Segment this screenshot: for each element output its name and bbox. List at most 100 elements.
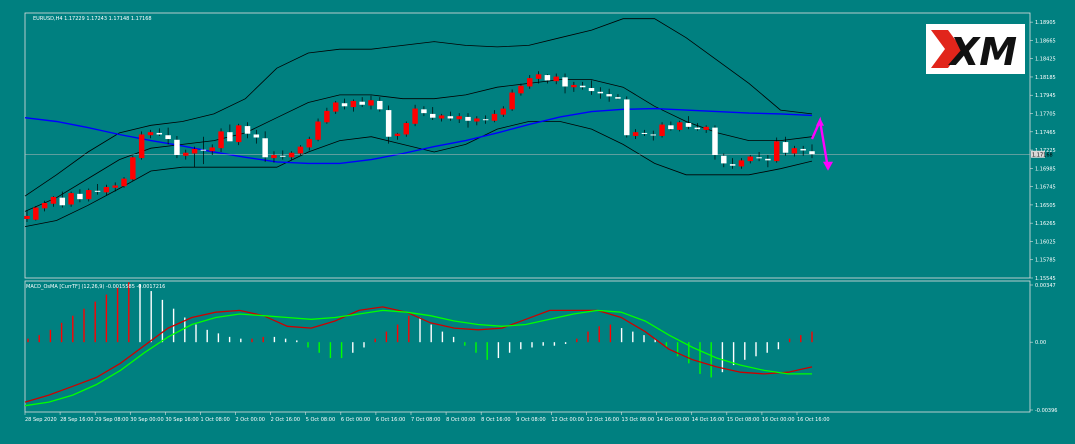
price-tick-label: 1.16025 bbox=[1035, 239, 1056, 245]
candle-body bbox=[41, 202, 48, 209]
candle-body bbox=[773, 141, 780, 162]
candle-body bbox=[606, 94, 612, 97]
macd-tick-label: 0.00347 bbox=[1035, 283, 1056, 289]
candle bbox=[33, 206, 39, 221]
candle bbox=[474, 116, 480, 126]
candle-body bbox=[527, 78, 533, 87]
candle-body bbox=[394, 133, 401, 136]
candle-body bbox=[535, 74, 542, 79]
candles bbox=[24, 71, 815, 223]
time-tick-label: 28 Sep 16:00 bbox=[60, 417, 93, 423]
candle-body bbox=[482, 119, 489, 121]
candle-body bbox=[721, 155, 727, 164]
candle bbox=[747, 155, 753, 164]
time-tick-label: 8 Oct 00:00 bbox=[446, 417, 475, 423]
candle bbox=[262, 131, 268, 162]
candle bbox=[138, 131, 145, 160]
candle-body bbox=[315, 121, 321, 140]
candle bbox=[103, 184, 110, 196]
candle bbox=[297, 145, 304, 156]
candle-body bbox=[324, 110, 330, 123]
candle-body bbox=[756, 157, 762, 159]
candle-body bbox=[438, 115, 445, 119]
candle bbox=[782, 136, 789, 156]
indicator-header: MACD_OsMA [CurrTF] (12,26,9) -0.0015585 … bbox=[26, 284, 165, 290]
price-tick-label: 1.16265 bbox=[1035, 221, 1056, 227]
candle bbox=[756, 151, 762, 162]
candle bbox=[438, 113, 445, 122]
candle-body bbox=[668, 125, 674, 130]
time-tick-label: 16 Oct 16:00 bbox=[797, 417, 830, 423]
candle-body bbox=[218, 131, 224, 149]
candle bbox=[509, 89, 515, 111]
candle bbox=[191, 146, 198, 168]
candle bbox=[738, 158, 745, 169]
time-tick-label: 14 Oct 16:00 bbox=[692, 417, 725, 423]
candle bbox=[271, 151, 277, 163]
candle-body bbox=[782, 142, 789, 153]
time-tick-label: 2 Oct 00:00 bbox=[236, 417, 265, 423]
candle bbox=[41, 200, 48, 212]
time-tick-label: 16 Oct 00:00 bbox=[762, 417, 795, 423]
candle bbox=[800, 145, 806, 156]
candle-body bbox=[615, 97, 621, 99]
candle-body bbox=[368, 100, 374, 106]
candle bbox=[394, 132, 401, 140]
candle bbox=[130, 155, 136, 181]
candle bbox=[571, 81, 577, 92]
candle bbox=[68, 191, 74, 207]
candle bbox=[685, 116, 692, 130]
candle-body bbox=[209, 147, 215, 152]
candle-body bbox=[280, 155, 286, 157]
symbol-header: EURUSD,H4 1.17229 1.17243 1.17148 1.1716… bbox=[33, 16, 152, 22]
candle bbox=[624, 96, 630, 138]
macd-series-green bbox=[24, 309, 812, 407]
candle-body bbox=[156, 132, 163, 135]
price-tick-label: 1.16505 bbox=[1035, 203, 1056, 209]
time-tick-label: 6 Oct 00:00 bbox=[341, 417, 370, 423]
candle-body bbox=[518, 85, 524, 94]
candle-body bbox=[138, 134, 145, 159]
time-tick-label: 12 Oct 00:00 bbox=[551, 417, 584, 423]
candle-body bbox=[659, 124, 665, 136]
chart-frames bbox=[24, 12, 1031, 413]
candle-body bbox=[562, 77, 568, 87]
candle bbox=[712, 125, 718, 160]
time-tick-label: 9 Oct 08:00 bbox=[516, 417, 545, 423]
candle-body bbox=[385, 110, 392, 137]
candle-body bbox=[588, 88, 595, 92]
candle-body bbox=[456, 116, 462, 120]
candle-body bbox=[809, 151, 815, 155]
candle-body bbox=[544, 75, 551, 81]
candle-body bbox=[412, 108, 418, 124]
time-tick-label: 30 Sep 16:00 bbox=[165, 417, 198, 423]
price-tick-label: 1.16745 bbox=[1035, 185, 1056, 191]
candle-body bbox=[271, 155, 277, 159]
price-tick-label: 1.17465 bbox=[1035, 130, 1056, 136]
current-price-tag bbox=[1031, 150, 1045, 158]
candle-body bbox=[465, 116, 471, 121]
bollinger-bands bbox=[24, 18, 813, 227]
candle bbox=[94, 183, 101, 195]
candle-body bbox=[147, 132, 154, 136]
time-tick-label: 14 Oct 00:00 bbox=[657, 417, 690, 423]
logo-red-chevron bbox=[931, 30, 962, 68]
time-tick-label: 5 Oct 08:00 bbox=[306, 417, 335, 423]
candle bbox=[641, 129, 648, 136]
candle bbox=[729, 158, 736, 169]
candle bbox=[482, 115, 489, 124]
candle-body bbox=[632, 132, 639, 136]
current-price-label: 1.17168 bbox=[1032, 152, 1053, 158]
candle bbox=[385, 105, 392, 144]
candle-body bbox=[350, 100, 357, 108]
bollinger-lower bbox=[24, 121, 813, 227]
candle-body bbox=[68, 193, 74, 205]
candle-body bbox=[253, 134, 260, 138]
candle bbox=[694, 123, 701, 131]
candle bbox=[315, 118, 321, 142]
candle bbox=[791, 145, 798, 157]
candle bbox=[218, 128, 224, 152]
candle-body bbox=[103, 187, 110, 193]
